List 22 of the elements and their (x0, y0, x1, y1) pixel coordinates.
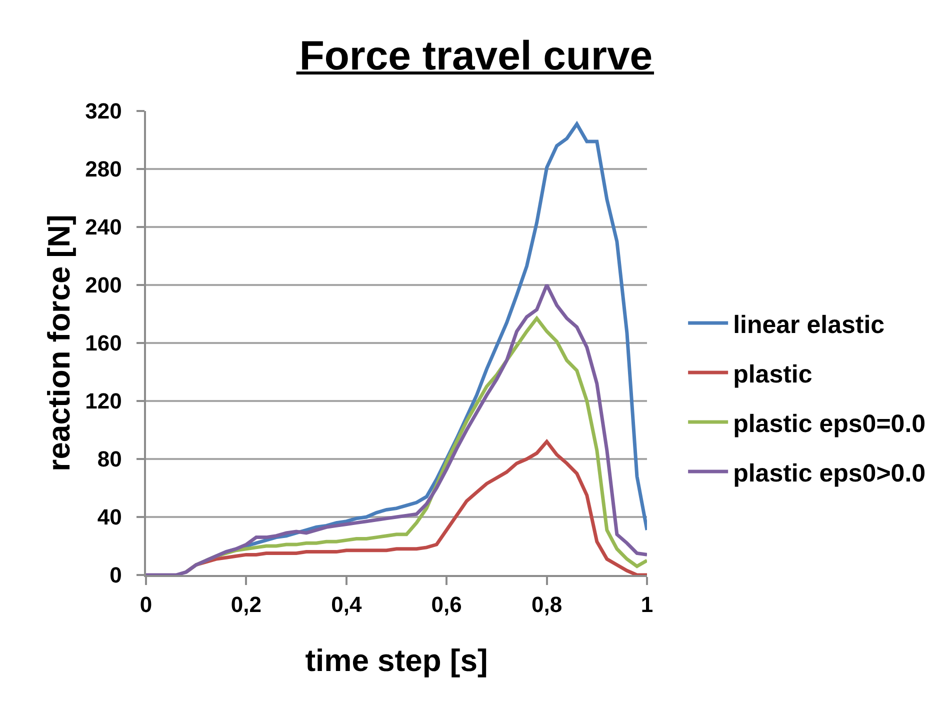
x-tick-label: 0,6 (431, 592, 462, 618)
legend-label: plastic eps0=0.0 (733, 410, 926, 438)
y-tick-label: 80 (97, 446, 122, 472)
legend-label: plastic eps0>0.0 (733, 459, 926, 488)
legend-label: plastic (733, 360, 812, 388)
y-tick-label: 120 (85, 388, 122, 414)
x-tick-label: 0,2 (230, 592, 262, 618)
y-tick-label: 240 (85, 214, 122, 240)
chart-title: Force travel curve (299, 32, 653, 78)
x-tick-label: 0,8 (532, 592, 562, 618)
y-tick-label: 200 (85, 272, 122, 298)
y-axis-title: reaction force [N] (41, 214, 76, 472)
x-axis-title: time step [s] (305, 642, 488, 678)
y-tick-label: 280 (85, 156, 122, 182)
x-tick-label: 0 (140, 592, 152, 618)
y-tick-label: 160 (85, 330, 122, 356)
x-tick-label: 0,4 (331, 592, 362, 618)
legend-label: linear elastic (733, 310, 885, 339)
y-tick-label: 0 (110, 562, 122, 588)
y-tick-label: 320 (85, 98, 122, 124)
x-tick-label: 1 (640, 592, 654, 618)
y-tick-label: 40 (97, 504, 122, 530)
